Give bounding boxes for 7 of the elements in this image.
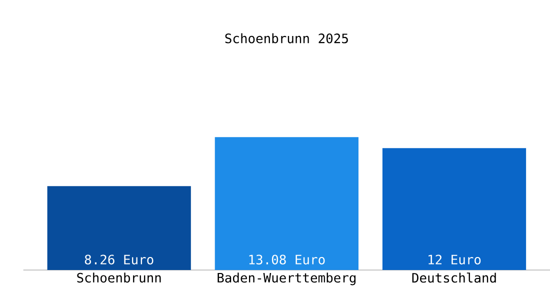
data-label: 12 Euro: [428, 254, 481, 264]
x-tick-label: Deutschland: [412, 272, 496, 283]
data-label: 8.26 Euro: [84, 254, 154, 264]
data-label: 13.08 Euro: [249, 254, 325, 264]
x-tick-label: Baden-Wuerttemberg: [218, 272, 356, 286]
chart-title: Schoenbrunn 2025: [225, 33, 348, 44]
x-tick-label: Schoenbrunn: [77, 272, 161, 282]
